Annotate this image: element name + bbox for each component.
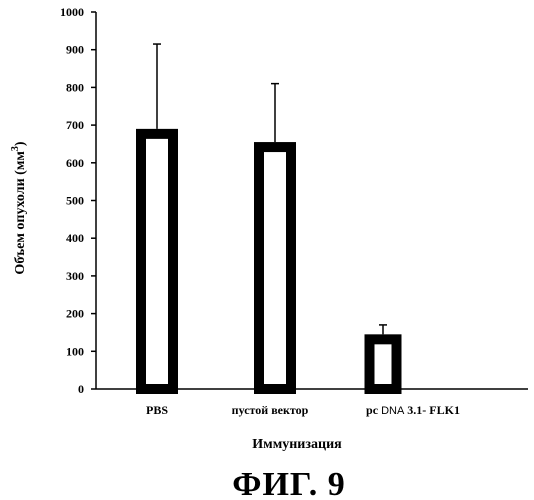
x-tick-label: pc DNA 3.1- FLK1 xyxy=(366,403,460,417)
y-tick-label: 1000 xyxy=(60,5,84,19)
y-tick-label: 0 xyxy=(78,382,84,396)
x-tick-label: пустой вектор xyxy=(232,403,309,417)
y-tick-label: 700 xyxy=(66,118,84,132)
y-tick-label: 600 xyxy=(66,156,84,170)
y-tick-label: 900 xyxy=(66,43,84,57)
bar xyxy=(141,134,173,389)
x-axis-title: Иммунизация xyxy=(252,437,342,452)
bar xyxy=(370,339,397,389)
y-tick-label: 300 xyxy=(66,269,84,283)
figure-caption: ФИГ. 9 xyxy=(232,466,345,500)
y-axis: 0 100 200 300 400 500 600 700 800 900 1000 xyxy=(60,5,96,396)
y-axis-title: Объем опухоли (мм3) xyxy=(10,141,28,274)
bar xyxy=(259,147,291,389)
y-tick-label: 200 xyxy=(66,307,84,321)
y-tick-label: 500 xyxy=(66,194,84,208)
y-tick-label: 400 xyxy=(66,231,84,245)
x-tick-label: PBS xyxy=(146,403,168,417)
bars xyxy=(141,44,397,389)
y-tick-label: 100 xyxy=(66,344,84,358)
y-tick-label: 800 xyxy=(66,80,84,94)
category-labels: PBS пустой вектор pc DNA 3.1- FLK1 xyxy=(146,403,460,417)
